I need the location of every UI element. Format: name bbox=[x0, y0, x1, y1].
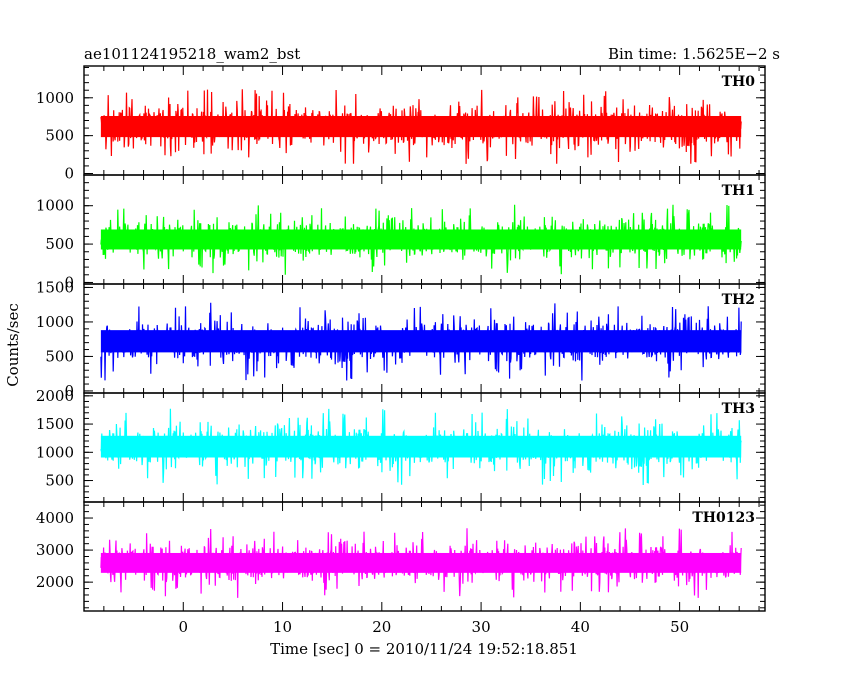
x-tick-label: 0 bbox=[178, 618, 188, 636]
panel-label: TH1 bbox=[722, 183, 755, 199]
y-tick-label: 4000 bbox=[36, 509, 74, 527]
y-tick-label: 500 bbox=[45, 235, 74, 253]
panel-label: TH0123 bbox=[692, 510, 755, 526]
y-tick-label: 0 bbox=[64, 164, 74, 182]
panel-label: TH0 bbox=[722, 74, 756, 90]
panel-th3: 500 1000 1500 2000 TH3 bbox=[36, 387, 766, 503]
panel-th0: 0 500 1000 TH0 bbox=[36, 65, 766, 182]
series-band-th0123 bbox=[100, 552, 742, 573]
y-tick-label: 1500 bbox=[36, 278, 74, 296]
series-band-th1 bbox=[100, 229, 742, 250]
y-tick-label: 500 bbox=[45, 127, 74, 145]
series-band-th2 bbox=[100, 330, 742, 353]
x-axis-title: Time [sec] 0 = 2010/11/24 19:52:18.851 bbox=[270, 640, 578, 658]
y-tick-label: 3000 bbox=[36, 541, 74, 559]
y-tick-label: 2000 bbox=[36, 573, 74, 591]
y-tick-label: 500 bbox=[45, 347, 74, 365]
panel-th1: 0 500 1000 TH1 bbox=[36, 174, 766, 291]
x-tick-label: 40 bbox=[571, 618, 590, 636]
y-tick-label: 1000 bbox=[36, 443, 74, 461]
bin-time-label: Bin time: 1.5625E−2 s bbox=[608, 45, 780, 63]
chart-title: ae101124195218_wam2_bst bbox=[84, 45, 300, 63]
series-band-th0 bbox=[100, 115, 742, 138]
panel-label: TH2 bbox=[722, 292, 755, 308]
x-tick-label: 20 bbox=[372, 618, 391, 636]
panel-th0123: 2000 3000 4000 TH0123 bbox=[36, 501, 766, 612]
y-tick-label: 1000 bbox=[36, 197, 74, 215]
panel-label: TH3 bbox=[722, 401, 755, 417]
x-tick-label: 30 bbox=[472, 618, 491, 636]
y-tick-label: 1000 bbox=[36, 313, 74, 331]
y-tick-label: 1500 bbox=[36, 415, 74, 433]
x-tick-label: 50 bbox=[670, 618, 689, 636]
y-tick-label: 500 bbox=[45, 472, 74, 490]
y-tick-label: 0 bbox=[64, 273, 74, 291]
series-band-th3 bbox=[100, 435, 742, 458]
y-tick-label: 2000 bbox=[36, 387, 74, 405]
panels: 05001000TH005001000TH1050010001500TH2500… bbox=[36, 65, 766, 636]
x-tick-label: 10 bbox=[273, 618, 292, 636]
y-axis-title: Counts/sec bbox=[4, 303, 22, 387]
panel-th2: 0 500 1000 1500 TH2 bbox=[36, 278, 766, 400]
y-tick-label: 1000 bbox=[36, 89, 74, 107]
y-tick-label: 0 bbox=[64, 382, 74, 400]
